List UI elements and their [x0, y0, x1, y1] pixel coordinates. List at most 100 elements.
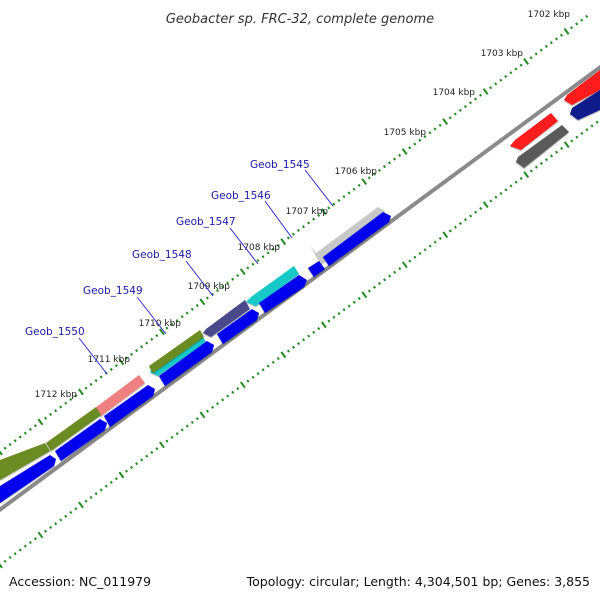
inner-tick	[114, 477, 118, 481]
gene-label[interactable]: Geob_1546	[211, 190, 271, 202]
outer-tick	[387, 161, 392, 165]
inner-tick	[297, 342, 301, 346]
outer-tick	[185, 311, 189, 315]
outer-tick	[261, 255, 265, 259]
gene-label[interactable]: Geob_1550	[25, 326, 85, 338]
outer-tick	[398, 153, 402, 157]
gene-dark-gray[interactable]	[516, 125, 569, 168]
gene-forward-1[interactable]	[323, 212, 391, 266]
outer-tick	[271, 247, 275, 251]
outer-tick	[433, 127, 437, 131]
outer-tick	[438, 123, 442, 127]
gene-leader-line	[185, 260, 214, 297]
inner-tick	[165, 439, 169, 443]
outer-tick	[320, 208, 327, 216]
inner-tick	[433, 240, 437, 244]
gene-red-b[interactable]	[564, 70, 600, 105]
inner-tick	[352, 300, 356, 304]
outer-tick	[13, 439, 17, 443]
outer-tick	[408, 146, 412, 150]
outer-tick	[8, 442, 12, 447]
inner-tick	[388, 274, 392, 278]
inner-tick	[442, 231, 449, 239]
outer-tick	[458, 108, 462, 112]
gene-red-a[interactable]	[510, 113, 558, 150]
inner-tick	[575, 135, 579, 139]
gene-geob-1545[interactable]	[311, 207, 385, 264]
outer-tick	[514, 67, 518, 71]
gene-forward-8[interactable]	[0, 455, 56, 503]
inner-tick	[135, 462, 139, 466]
inner-tick	[342, 308, 346, 312]
inner-tick	[266, 364, 270, 368]
inner-tick	[280, 351, 287, 359]
outer-tick	[124, 356, 128, 360]
inner-tick	[529, 169, 533, 173]
outer-tick	[226, 281, 230, 285]
gene-geob-1549[interactable]	[149, 330, 204, 373]
inner-tick	[205, 409, 209, 413]
outer-tick	[473, 97, 478, 101]
outer-tick	[54, 409, 58, 413]
outer-tick	[549, 41, 553, 45]
gene-olive-b[interactable]	[0, 443, 50, 480]
inner-tick	[74, 507, 78, 511]
kbp-label: 1711 kbp	[88, 355, 131, 365]
gene-forward-3[interactable]	[259, 275, 307, 313]
outer-tick	[205, 296, 209, 300]
outer-tick	[94, 379, 98, 383]
inner-tick	[590, 124, 594, 128]
inner-tick	[18, 548, 22, 552]
outer-tick	[78, 388, 84, 396]
gene-label[interactable]: Geob_1547	[176, 216, 236, 228]
inner-tick	[54, 522, 58, 526]
gene-forward-4[interactable]	[217, 309, 259, 344]
gene-olive-a[interactable]	[46, 407, 101, 451]
kbp-label: 1708 kbp	[238, 243, 281, 253]
gene-forward-6[interactable]	[104, 385, 155, 427]
kbp-label: 1706 kbp	[335, 167, 378, 177]
inner-tick	[89, 495, 93, 500]
gene-forward-7[interactable]	[55, 419, 107, 461]
outer-tick	[559, 33, 564, 37]
gene-label[interactable]: Geob_1549	[83, 285, 143, 297]
inner-tick	[563, 141, 570, 149]
inner-tick-ring	[0, 120, 599, 569]
outer-tick	[442, 118, 449, 125]
inner-tick	[23, 544, 27, 548]
inner-tick	[150, 450, 154, 454]
gene-label[interactable]: Geob_1548	[132, 249, 192, 261]
outer-tick	[231, 277, 235, 281]
inner-tick	[585, 128, 589, 132]
outer-tick	[307, 221, 311, 225]
outer-tick	[296, 228, 300, 232]
gene-label[interactable]: Geob_1545	[250, 159, 310, 171]
outer-tick	[312, 217, 316, 221]
outer-tick	[504, 74, 508, 79]
inner-tick	[539, 161, 543, 165]
outer-tick	[539, 48, 543, 52]
gene-geob-1550[interactable]	[93, 375, 145, 416]
outer-tick	[44, 416, 48, 420]
inner-tick	[514, 180, 518, 184]
gene-forward-2[interactable]	[308, 261, 325, 277]
gene-geob-1547[interactable]	[203, 300, 250, 337]
outer-tick	[215, 288, 220, 293]
inner-tick	[393, 270, 397, 274]
outer-tick	[195, 303, 199, 308]
inner-tick	[544, 158, 549, 162]
inner-tick	[464, 218, 468, 222]
gene-forward-5[interactable]	[159, 341, 214, 386]
outer-tick	[575, 22, 579, 26]
gene-leader-line	[78, 337, 108, 375]
inner-tick	[33, 537, 37, 541]
gene-geob-1546[interactable]	[246, 266, 299, 306]
outer-tick	[563, 28, 570, 35]
outer-tick	[382, 165, 386, 169]
inner-tick	[175, 432, 179, 436]
inner-tick	[109, 480, 113, 484]
inner-tick	[185, 424, 189, 428]
kbp-label: 1703 kbp	[481, 49, 524, 59]
gene-navy[interactable]	[570, 90, 600, 120]
inner-tick	[99, 488, 103, 492]
